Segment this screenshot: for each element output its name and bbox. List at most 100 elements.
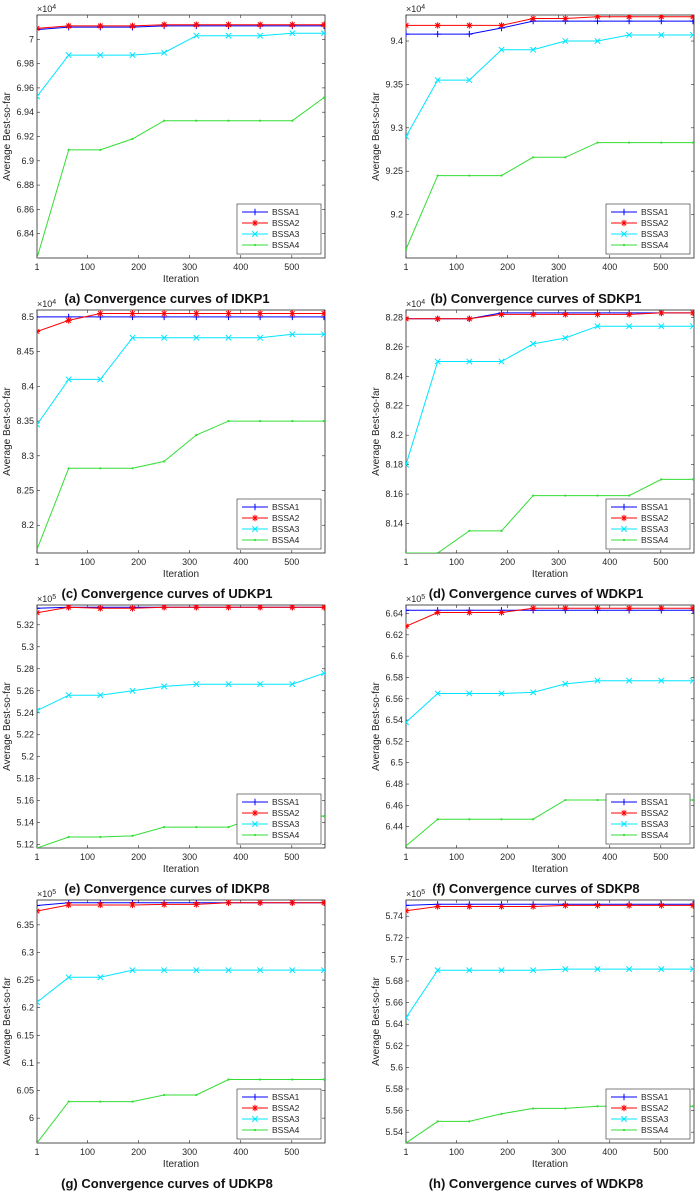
data-point-bssa2 bbox=[225, 21, 232, 28]
x-tick-label: 100 bbox=[80, 262, 95, 272]
data-point-bssa4 bbox=[564, 798, 567, 802]
data-point-bssa4 bbox=[67, 1100, 70, 1103]
y-tick-label: 6.58 bbox=[385, 672, 403, 682]
x-axis-label: Iteration bbox=[163, 864, 199, 875]
legend-label: BSSA4 bbox=[272, 240, 300, 250]
data-point-bssa2 bbox=[594, 902, 601, 909]
legend-marker bbox=[620, 503, 628, 511]
legend-label: BSSA1 bbox=[272, 797, 300, 807]
x-tick-label: 1 bbox=[34, 852, 39, 862]
y-tick-label: 5.26 bbox=[16, 686, 34, 696]
x-axis-label: Iteration bbox=[532, 864, 568, 875]
series-line-bssa4 bbox=[37, 420, 324, 550]
data-point-bssa4 bbox=[500, 1112, 503, 1115]
data-point-bssa2 bbox=[289, 21, 296, 28]
y-axis-label: Average Best-so-far bbox=[2, 386, 13, 475]
legend-label: BSSA4 bbox=[272, 1125, 300, 1135]
legend-label: BSSA4 bbox=[641, 1125, 669, 1135]
legend-label: BSSA3 bbox=[641, 819, 669, 829]
x-axis-label: Iteration bbox=[163, 569, 199, 580]
x-tick-label: 500 bbox=[284, 1147, 299, 1157]
data-point-bssa3 bbox=[594, 677, 601, 684]
data-point-bssa4 bbox=[468, 1120, 471, 1123]
y-tick-label: 8.14 bbox=[385, 519, 403, 529]
data-point-bssa4 bbox=[564, 1107, 567, 1110]
x-tick-label: 200 bbox=[131, 262, 146, 272]
data-point-bssa3 bbox=[65, 974, 72, 981]
series-line-bssa3 bbox=[406, 34, 693, 137]
data-point-bssa4 bbox=[195, 433, 198, 437]
y-tick-label: 6 bbox=[29, 1113, 34, 1123]
data-point-bssa4 bbox=[436, 818, 439, 821]
y-tick-label: 6.52 bbox=[385, 736, 403, 746]
exponent-label: ×105 bbox=[406, 889, 425, 899]
data-point-bssa3 bbox=[37, 421, 41, 428]
data-point-bssa3 bbox=[97, 52, 104, 59]
legend-label: BSSA3 bbox=[272, 1114, 300, 1124]
data-point-bssa3 bbox=[161, 683, 168, 690]
legend-marker bbox=[251, 1115, 259, 1123]
data-point-bssa3 bbox=[161, 49, 168, 56]
data-point-bssa4 bbox=[322, 1078, 325, 1081]
y-tick-label: 8.4 bbox=[21, 381, 34, 391]
x-tick-label: 500 bbox=[653, 852, 668, 862]
data-point-bssa3 bbox=[498, 690, 505, 697]
series-line-bssa2 bbox=[406, 312, 693, 320]
y-tick-label: 6.86 bbox=[16, 204, 34, 214]
legend-label: BSSA2 bbox=[272, 218, 300, 228]
data-point-bssa4 bbox=[436, 1120, 439, 1123]
exponent-label: ×104 bbox=[406, 299, 425, 309]
y-tick-label: 8.45 bbox=[16, 347, 34, 357]
legend-marker bbox=[251, 503, 259, 511]
data-point-bssa3 bbox=[594, 323, 601, 330]
data-point-bssa4 bbox=[37, 548, 39, 551]
data-point-bssa2 bbox=[625, 311, 633, 318]
data-point-bssa4 bbox=[322, 419, 325, 423]
data-point-bssa2 bbox=[562, 605, 569, 612]
series-group bbox=[406, 15, 694, 251]
legend-label: BSSA2 bbox=[641, 808, 669, 818]
y-tick-label: 6.05 bbox=[16, 1086, 34, 1096]
legend-marker bbox=[620, 208, 628, 216]
y-tick-label: 6.44 bbox=[385, 822, 403, 832]
data-point-bssa4 bbox=[660, 478, 663, 481]
y-tick-label: 8.5 bbox=[21, 312, 34, 322]
data-point-bssa3 bbox=[65, 692, 72, 699]
data-point-bssa4 bbox=[406, 1141, 408, 1143]
legend-marker bbox=[251, 208, 259, 216]
data-point-bssa2 bbox=[562, 311, 569, 318]
data-point-bssa2 bbox=[225, 900, 232, 906]
x-tick-label: 500 bbox=[284, 557, 299, 567]
data-point-bssa4 bbox=[259, 119, 262, 122]
legend-label: BSSA1 bbox=[641, 502, 669, 512]
y-tick-label: 5.32 bbox=[16, 620, 34, 630]
data-point-bssa4 bbox=[99, 467, 102, 470]
series-line-bssa1 bbox=[406, 903, 693, 906]
y-tick-label: 6.98 bbox=[16, 59, 34, 69]
data-point-bssa3 bbox=[406, 133, 410, 140]
legend-marker bbox=[620, 1104, 628, 1112]
legend-label: BSSA1 bbox=[641, 207, 669, 217]
data-point-bssa1 bbox=[406, 30, 410, 38]
data-point-bssa2 bbox=[406, 623, 410, 630]
data-point-bssa2 bbox=[529, 15, 537, 22]
data-point-bssa3 bbox=[434, 77, 441, 84]
data-point-bssa3 bbox=[37, 999, 41, 1006]
x-axis-label: Iteration bbox=[532, 1159, 568, 1170]
data-point-bssa3 bbox=[193, 32, 200, 39]
data-point-bssa3 bbox=[689, 31, 694, 39]
y-tick-label: 6.56 bbox=[385, 694, 403, 704]
data-point-bssa2 bbox=[129, 310, 136, 317]
data-point-bssa3 bbox=[406, 1014, 410, 1021]
data-point-bssa2 bbox=[529, 311, 537, 318]
data-point-bssa4 bbox=[500, 174, 503, 177]
x-tick-label: 200 bbox=[500, 1147, 515, 1157]
data-point-bssa4 bbox=[131, 834, 134, 838]
y-tick-label: 6.3 bbox=[21, 947, 34, 957]
data-point-bssa4 bbox=[67, 148, 70, 151]
data-point-bssa4 bbox=[322, 96, 325, 99]
legend-marker bbox=[251, 514, 259, 522]
y-tick-label: 5.16 bbox=[16, 796, 34, 806]
